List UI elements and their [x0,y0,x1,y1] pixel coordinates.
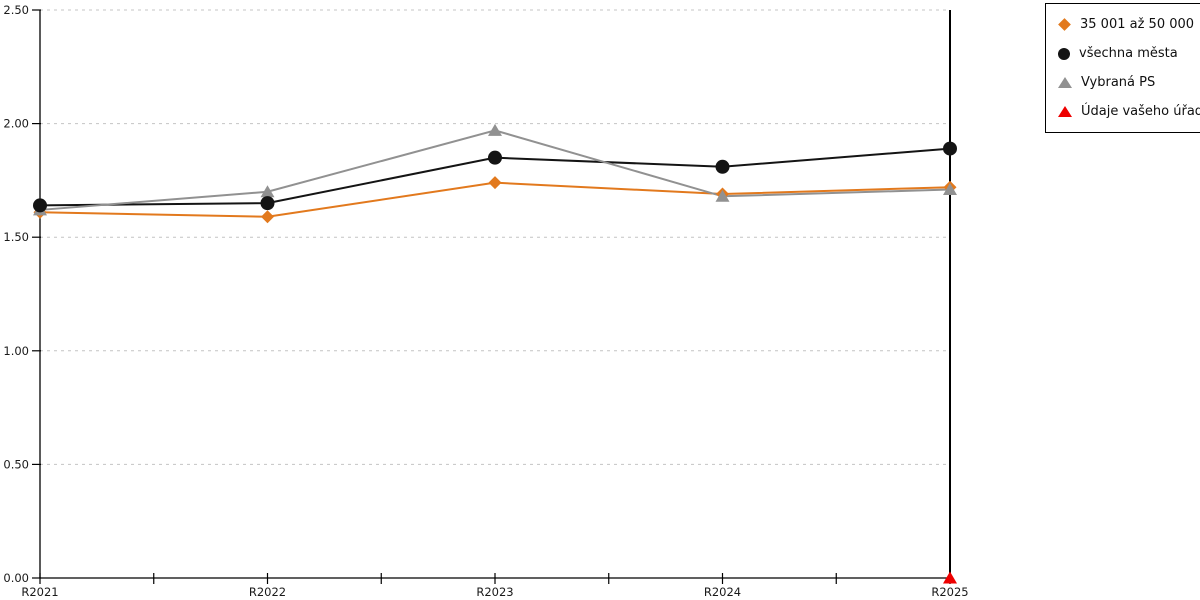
y-axis-label: 2.50 [3,3,29,17]
legend: 35 001 až 50 000 všechna města Vybraná P… [1045,3,1200,133]
circle-marker [33,198,47,213]
triangle-marker [943,571,957,584]
circle-marker [943,141,957,156]
triangle-marker [715,189,730,202]
triangle-marker [260,185,275,198]
y-axis-label: 1.50 [3,230,29,244]
circle-marker [488,150,502,165]
diamond-icon [1058,18,1071,31]
x-axis-label: R2025 [931,585,968,599]
x-axis-label: R2022 [249,585,286,599]
circle-marker [715,159,730,174]
x-axis-label: R2023 [476,585,513,599]
legend-item: Vybraná PS [1058,68,1200,97]
triangle-marker [488,123,502,136]
series-line-2 [39,129,951,211]
triangle-icon [1058,77,1072,88]
circle-icon [1058,47,1070,60]
legend-item: Údaje vašeho úřadu [1058,97,1200,126]
legend-item: všechna města [1058,39,1200,68]
legend-label: všechna města [1079,46,1178,61]
triangle-icon [1058,106,1072,117]
diamond-marker [261,210,274,224]
x-axis-label: R2024 [704,585,741,599]
legend-label: Vybraná PS [1081,75,1156,90]
legend-label: Údaje vašeho úřadu [1081,104,1200,119]
triangle-marker [943,182,957,195]
y-axis-label: 2.00 [3,117,29,131]
legend-item: 35 001 až 50 000 [1058,10,1200,39]
y-axis-label: 1.00 [3,344,29,358]
circle-marker [260,196,275,211]
x-axis-label: R2021 [21,585,58,599]
y-axis-label: 0.00 [3,571,29,585]
diamond-marker [488,176,502,190]
legend-label: 35 001 až 50 000 [1080,17,1195,32]
y-axis-label: 0.50 [3,457,29,471]
